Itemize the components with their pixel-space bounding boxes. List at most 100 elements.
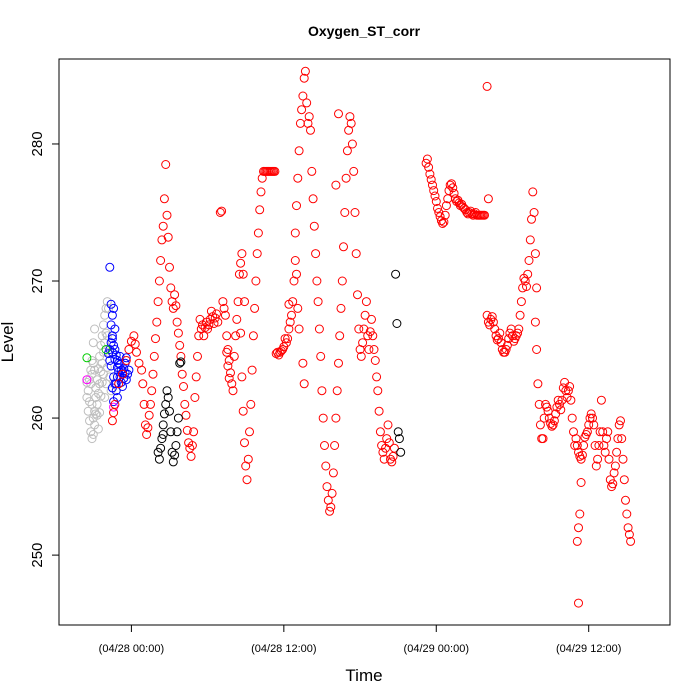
point-red-172 bbox=[326, 502, 336, 512]
point-red-206 bbox=[369, 345, 379, 354]
point-black-22 bbox=[393, 427, 403, 437]
point-red-21 bbox=[148, 369, 158, 379]
point-red-174 bbox=[328, 468, 338, 478]
point-red-28 bbox=[157, 235, 167, 245]
point-red-356 bbox=[586, 409, 596, 419]
point-red-359 bbox=[590, 441, 600, 450]
point-red-18 bbox=[144, 410, 154, 420]
point-red-47 bbox=[181, 410, 191, 420]
point-red-22 bbox=[149, 351, 159, 361]
point-red-46 bbox=[180, 399, 190, 409]
point-red-220 bbox=[387, 457, 397, 467]
point-red-200 bbox=[361, 297, 371, 307]
point-red-38 bbox=[170, 290, 180, 300]
point-blue-36 bbox=[123, 369, 133, 379]
point-gray-45 bbox=[95, 408, 105, 418]
point-red-135 bbox=[285, 317, 295, 327]
point-red-321 bbox=[542, 402, 552, 412]
point-red-64 bbox=[203, 324, 213, 334]
point-red-80 bbox=[224, 356, 234, 365]
point-red-384 bbox=[622, 509, 632, 519]
point-red-147 bbox=[294, 146, 304, 156]
point-red-144 bbox=[290, 228, 300, 238]
point-red-179 bbox=[335, 331, 345, 341]
point-black-10 bbox=[166, 427, 176, 437]
point-red-303 bbox=[522, 282, 531, 291]
point-red-333 bbox=[557, 395, 567, 405]
point-red-102 bbox=[243, 454, 253, 464]
point-red-163 bbox=[314, 324, 324, 334]
point-red-31 bbox=[161, 160, 171, 169]
y-axis-label: Level bbox=[0, 322, 17, 363]
point-red-37 bbox=[168, 303, 178, 313]
point-red-78 bbox=[222, 331, 232, 341]
point-red-316 bbox=[535, 420, 545, 430]
point-red-153 bbox=[302, 98, 312, 108]
point-blue-22 bbox=[121, 353, 131, 363]
point-blue-42 bbox=[107, 334, 117, 344]
point-red-42 bbox=[175, 340, 185, 350]
point-red-373 bbox=[608, 479, 618, 489]
point-red-156 bbox=[306, 125, 315, 135]
point-red-283 bbox=[496, 338, 506, 348]
point-red-368 bbox=[602, 434, 611, 444]
point-red-362 bbox=[594, 441, 604, 450]
point-red-184 bbox=[341, 173, 351, 183]
point-red-394 bbox=[334, 109, 343, 119]
point-red-96 bbox=[236, 328, 246, 338]
point-red-277 bbox=[488, 317, 498, 327]
point-red-54 bbox=[190, 393, 200, 402]
point-red-344 bbox=[571, 434, 581, 444]
point-red-361 bbox=[593, 454, 603, 464]
point-red-83 bbox=[228, 386, 238, 396]
point-red-29 bbox=[158, 221, 168, 231]
point-red-16 bbox=[142, 430, 152, 439]
point-black-2 bbox=[156, 443, 166, 453]
point-red-166 bbox=[318, 413, 328, 423]
point-red-353 bbox=[582, 427, 592, 437]
point-red-389 bbox=[575, 509, 585, 519]
point-red-52 bbox=[187, 441, 197, 450]
point-red-369 bbox=[603, 427, 613, 437]
point-red-41 bbox=[173, 328, 183, 338]
point-red-181 bbox=[337, 276, 347, 286]
point-blue-2 bbox=[107, 310, 117, 320]
point-red-39 bbox=[171, 301, 181, 311]
point-red-189 bbox=[347, 139, 357, 149]
point-red-48 bbox=[182, 425, 192, 435]
point-red-190 bbox=[349, 166, 359, 176]
point-red-282 bbox=[495, 328, 505, 338]
point-red-378 bbox=[614, 420, 624, 430]
point-red-160 bbox=[311, 249, 321, 259]
point-gray-42 bbox=[82, 377, 92, 387]
point-red-227 bbox=[426, 175, 436, 185]
x-tick-label-2: (04/29 00:00) bbox=[404, 643, 469, 655]
point-red-187 bbox=[345, 112, 355, 122]
point-red-17 bbox=[143, 423, 153, 433]
point-red-88 bbox=[231, 331, 241, 341]
point-red-360 bbox=[591, 461, 601, 471]
point-red-332 bbox=[556, 405, 566, 415]
point-black-13 bbox=[170, 450, 180, 460]
point-red-99 bbox=[240, 438, 249, 448]
point-red-12 bbox=[137, 365, 147, 375]
point-red-326 bbox=[548, 420, 558, 430]
point-red-168 bbox=[321, 461, 331, 471]
point-red-382 bbox=[619, 475, 629, 485]
point-red-15 bbox=[140, 420, 150, 430]
point-red-393 bbox=[331, 180, 341, 190]
point-red-211 bbox=[375, 427, 385, 437]
point-red-175 bbox=[330, 441, 340, 450]
point-gray-23 bbox=[93, 364, 103, 374]
chart-title: Oxygen_ST_corr bbox=[308, 23, 421, 39]
point-red-164 bbox=[316, 351, 326, 361]
point-red-6 bbox=[124, 345, 134, 354]
point-red-198 bbox=[359, 324, 369, 334]
point-red-141 bbox=[293, 303, 303, 313]
point-red-58 bbox=[195, 314, 205, 324]
point-red-27 bbox=[156, 256, 166, 265]
point-red-87 bbox=[229, 351, 239, 361]
x-tick-label-0: (04/28 00:00) bbox=[99, 643, 164, 655]
point-red-370 bbox=[604, 454, 614, 464]
point-red-222 bbox=[389, 443, 399, 453]
